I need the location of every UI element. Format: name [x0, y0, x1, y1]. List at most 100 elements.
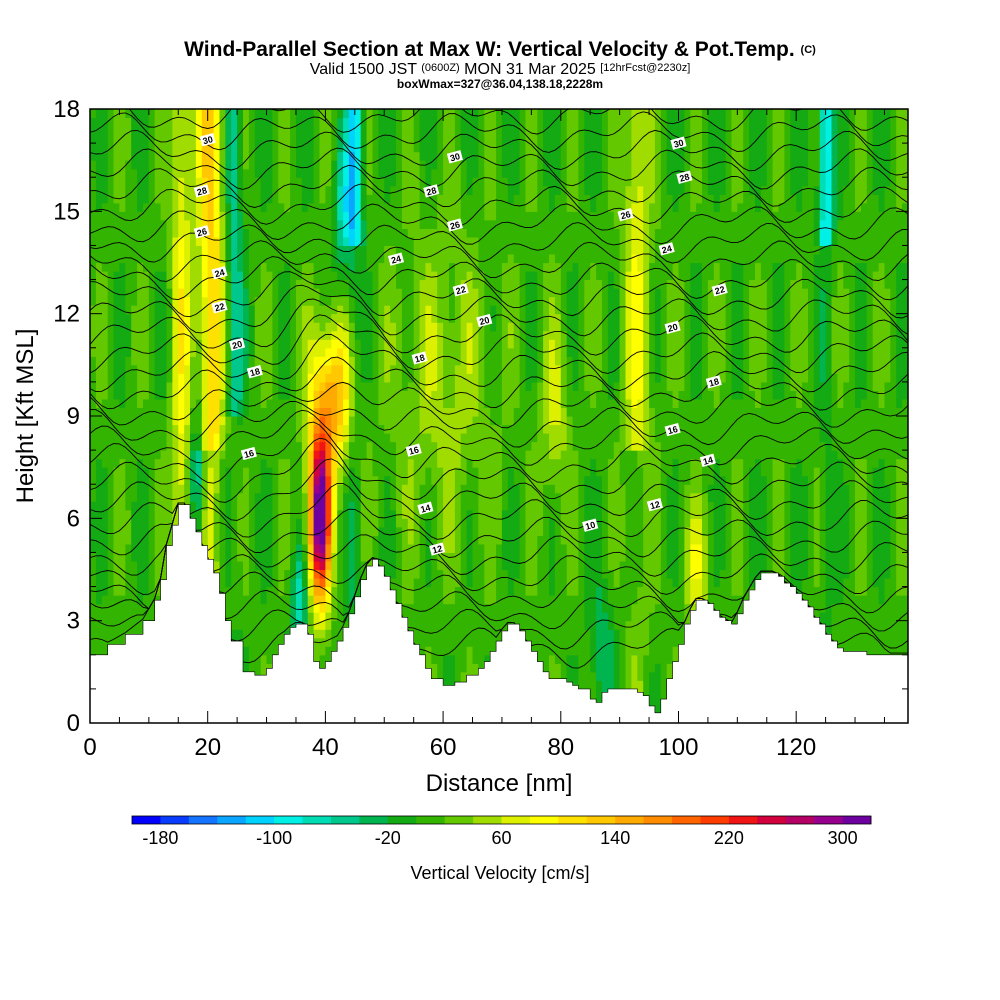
velocity-cell	[225, 450, 232, 460]
velocity-cell	[219, 151, 226, 161]
velocity-cell	[160, 398, 168, 408]
velocity-cell	[154, 347, 162, 357]
velocity-cell	[484, 646, 491, 656]
velocity-cell	[266, 177, 273, 187]
velocity-cell	[154, 313, 162, 323]
velocity-cell	[466, 160, 474, 170]
velocity-cell	[443, 194, 450, 204]
velocity-cell	[266, 271, 273, 281]
velocity-cell	[272, 424, 279, 434]
velocity-cell	[207, 535, 215, 545]
velocity-cell	[454, 637, 462, 647]
velocity-cell	[137, 620, 144, 630]
velocity-cell	[396, 262, 403, 272]
velocity-cell	[331, 637, 338, 647]
velocity-cell	[296, 313, 303, 323]
velocity-cell	[137, 279, 144, 289]
velocity-cell	[143, 569, 150, 579]
velocity-cell	[231, 501, 238, 511]
velocity-cell	[243, 185, 250, 195]
velocity-cell	[443, 458, 450, 468]
velocity-cell	[290, 501, 297, 511]
velocity-cell	[125, 578, 132, 588]
velocity-cell	[190, 407, 197, 417]
velocity-cell	[254, 245, 262, 255]
velocity-cell	[319, 424, 326, 434]
velocity-cell	[313, 109, 321, 119]
velocity-cell	[454, 313, 462, 323]
velocity-cell	[90, 612, 97, 622]
velocity-cell	[219, 288, 226, 298]
velocity-cell	[348, 450, 356, 460]
velocity-cell	[278, 305, 285, 315]
velocity-cell	[119, 433, 126, 443]
velocity-cell	[301, 475, 309, 485]
velocity-cell	[137, 194, 144, 204]
velocity-cell	[454, 330, 462, 340]
velocity-cell	[407, 407, 415, 417]
velocity-cell	[201, 143, 209, 153]
velocity-cell	[113, 330, 120, 340]
velocity-cell	[413, 424, 421, 434]
velocity-cell	[313, 168, 321, 178]
velocity-cell	[454, 501, 462, 511]
velocity-cell	[243, 663, 250, 673]
velocity-cell	[201, 109, 209, 119]
velocity-cell	[407, 458, 415, 468]
velocity-cell	[272, 151, 279, 161]
velocity-cell	[278, 245, 285, 255]
velocity-cell	[307, 535, 315, 545]
velocity-cell	[454, 416, 462, 426]
velocity-cell	[107, 109, 115, 119]
velocity-cell	[190, 177, 197, 187]
velocity-cell	[460, 646, 468, 656]
velocity-cell	[337, 629, 344, 639]
velocity-cell	[254, 543, 262, 553]
velocity-cell	[431, 578, 438, 588]
velocity-cell	[313, 330, 321, 340]
velocity-cell	[207, 177, 215, 187]
velocity-cell	[148, 305, 156, 315]
velocity-cell	[466, 168, 474, 178]
velocity-cell	[337, 126, 344, 136]
velocity-cell	[178, 262, 185, 272]
velocity-cell	[143, 518, 150, 528]
velocity-cell	[131, 313, 138, 323]
velocity-cell	[460, 322, 468, 332]
velocity-cell	[101, 364, 109, 374]
velocity-cell	[407, 185, 415, 195]
velocity-cell	[460, 228, 468, 238]
velocity-cell	[113, 339, 120, 349]
velocity-cell	[190, 245, 197, 255]
velocity-cell	[272, 629, 279, 639]
velocity-cell	[148, 236, 156, 246]
velocity-cell	[443, 126, 450, 136]
velocity-cell	[425, 271, 432, 281]
velocity-cell	[313, 381, 321, 391]
velocity-cell	[460, 612, 468, 622]
velocity-cell	[213, 407, 221, 417]
velocity-cell	[331, 501, 338, 511]
velocity-cell	[337, 441, 344, 451]
velocity-cell	[95, 416, 103, 426]
velocity-cell	[449, 288, 456, 298]
velocity-cell	[484, 322, 491, 332]
velocity-cell	[496, 535, 503, 545]
velocity-cell	[413, 271, 421, 281]
velocity-cell	[454, 433, 462, 443]
velocity-cell	[166, 458, 173, 468]
velocity-cell	[413, 245, 421, 255]
velocity-cell	[301, 202, 309, 212]
velocity-cell	[325, 561, 332, 571]
velocity-cell	[225, 475, 232, 485]
velocity-cell	[131, 552, 138, 562]
velocity-cell	[272, 364, 279, 374]
velocity-cell	[331, 330, 338, 340]
velocity-cell	[472, 450, 479, 460]
velocity-cell	[319, 441, 326, 451]
velocity-cell	[360, 543, 368, 553]
velocity-cell	[131, 109, 138, 119]
velocity-cell	[231, 160, 238, 170]
velocity-cell	[260, 228, 268, 238]
